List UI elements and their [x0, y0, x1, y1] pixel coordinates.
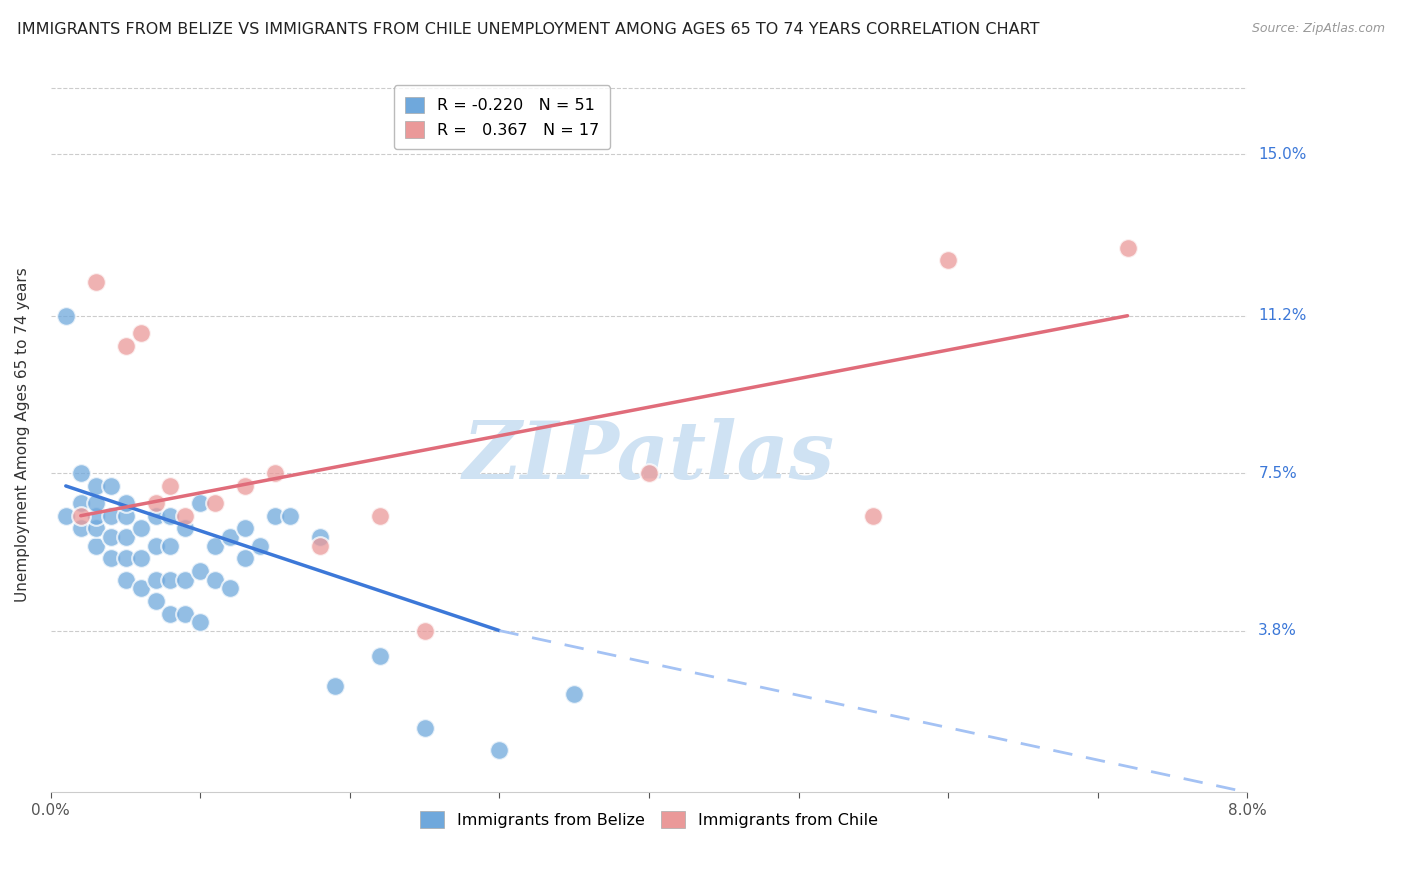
Point [114, 338, 136, 352]
Point [145, 539, 167, 553]
Text: 3.8%: 3.8% [1258, 624, 1298, 638]
Point [84, 539, 107, 553]
Point [413, 624, 436, 638]
Point [159, 479, 181, 493]
Point [264, 466, 287, 480]
Point [190, 496, 212, 510]
Point [413, 722, 436, 736]
Point [84, 508, 107, 523]
Text: ZIPatlas: ZIPatlas [463, 417, 835, 495]
Point [190, 564, 212, 578]
Point [204, 539, 226, 553]
Legend: Immigrants from Belize, Immigrants from Chile: Immigrants from Belize, Immigrants from … [413, 805, 884, 834]
Y-axis label: Unemployment Among Ages 65 to 74 years: Unemployment Among Ages 65 to 74 years [15, 268, 30, 602]
Point [233, 521, 256, 535]
Point [174, 573, 197, 587]
Point [159, 539, 181, 553]
Text: Source: ZipAtlas.com: Source: ZipAtlas.com [1251, 22, 1385, 36]
Point [114, 573, 136, 587]
Point [145, 508, 167, 523]
Point [159, 607, 181, 621]
Point [145, 594, 167, 608]
Point [100, 479, 122, 493]
Point [323, 679, 346, 693]
Point [190, 615, 212, 629]
Point [204, 573, 226, 587]
Point [219, 581, 242, 595]
Point [84, 479, 107, 493]
Point [936, 253, 959, 268]
Point [100, 530, 122, 544]
Point [129, 521, 152, 535]
Point [233, 479, 256, 493]
Point [129, 581, 152, 595]
Point [114, 551, 136, 566]
Point [368, 508, 391, 523]
Text: 15.0%: 15.0% [1258, 146, 1306, 161]
Point [174, 508, 197, 523]
Point [309, 530, 332, 544]
Point [100, 508, 122, 523]
Point [278, 508, 301, 523]
Point [55, 309, 77, 323]
Point [159, 573, 181, 587]
Point [100, 551, 122, 566]
Point [114, 496, 136, 510]
Point [862, 508, 884, 523]
Point [145, 573, 167, 587]
Point [69, 521, 91, 535]
Text: IMMIGRANTS FROM BELIZE VS IMMIGRANTS FROM CHILE UNEMPLOYMENT AMONG AGES 65 TO 74: IMMIGRANTS FROM BELIZE VS IMMIGRANTS FRO… [17, 22, 1039, 37]
Point [129, 326, 152, 340]
Point [219, 530, 242, 544]
Point [309, 539, 332, 553]
Point [129, 551, 152, 566]
Point [69, 496, 91, 510]
Point [174, 521, 197, 535]
Point [114, 530, 136, 544]
Text: 7.5%: 7.5% [1258, 466, 1296, 481]
Point [84, 275, 107, 289]
Point [174, 607, 197, 621]
Point [84, 496, 107, 510]
Text: 11.2%: 11.2% [1258, 309, 1306, 323]
Point [233, 551, 256, 566]
Point [264, 508, 287, 523]
Point [562, 688, 585, 702]
Point [1116, 241, 1139, 255]
Point [69, 508, 91, 523]
Point [69, 466, 91, 480]
Point [368, 649, 391, 664]
Point [204, 496, 226, 510]
Point [145, 496, 167, 510]
Point [638, 466, 661, 480]
Point [488, 743, 510, 757]
Point [55, 508, 77, 523]
Point [84, 521, 107, 535]
Point [249, 539, 271, 553]
Point [114, 508, 136, 523]
Point [159, 508, 181, 523]
